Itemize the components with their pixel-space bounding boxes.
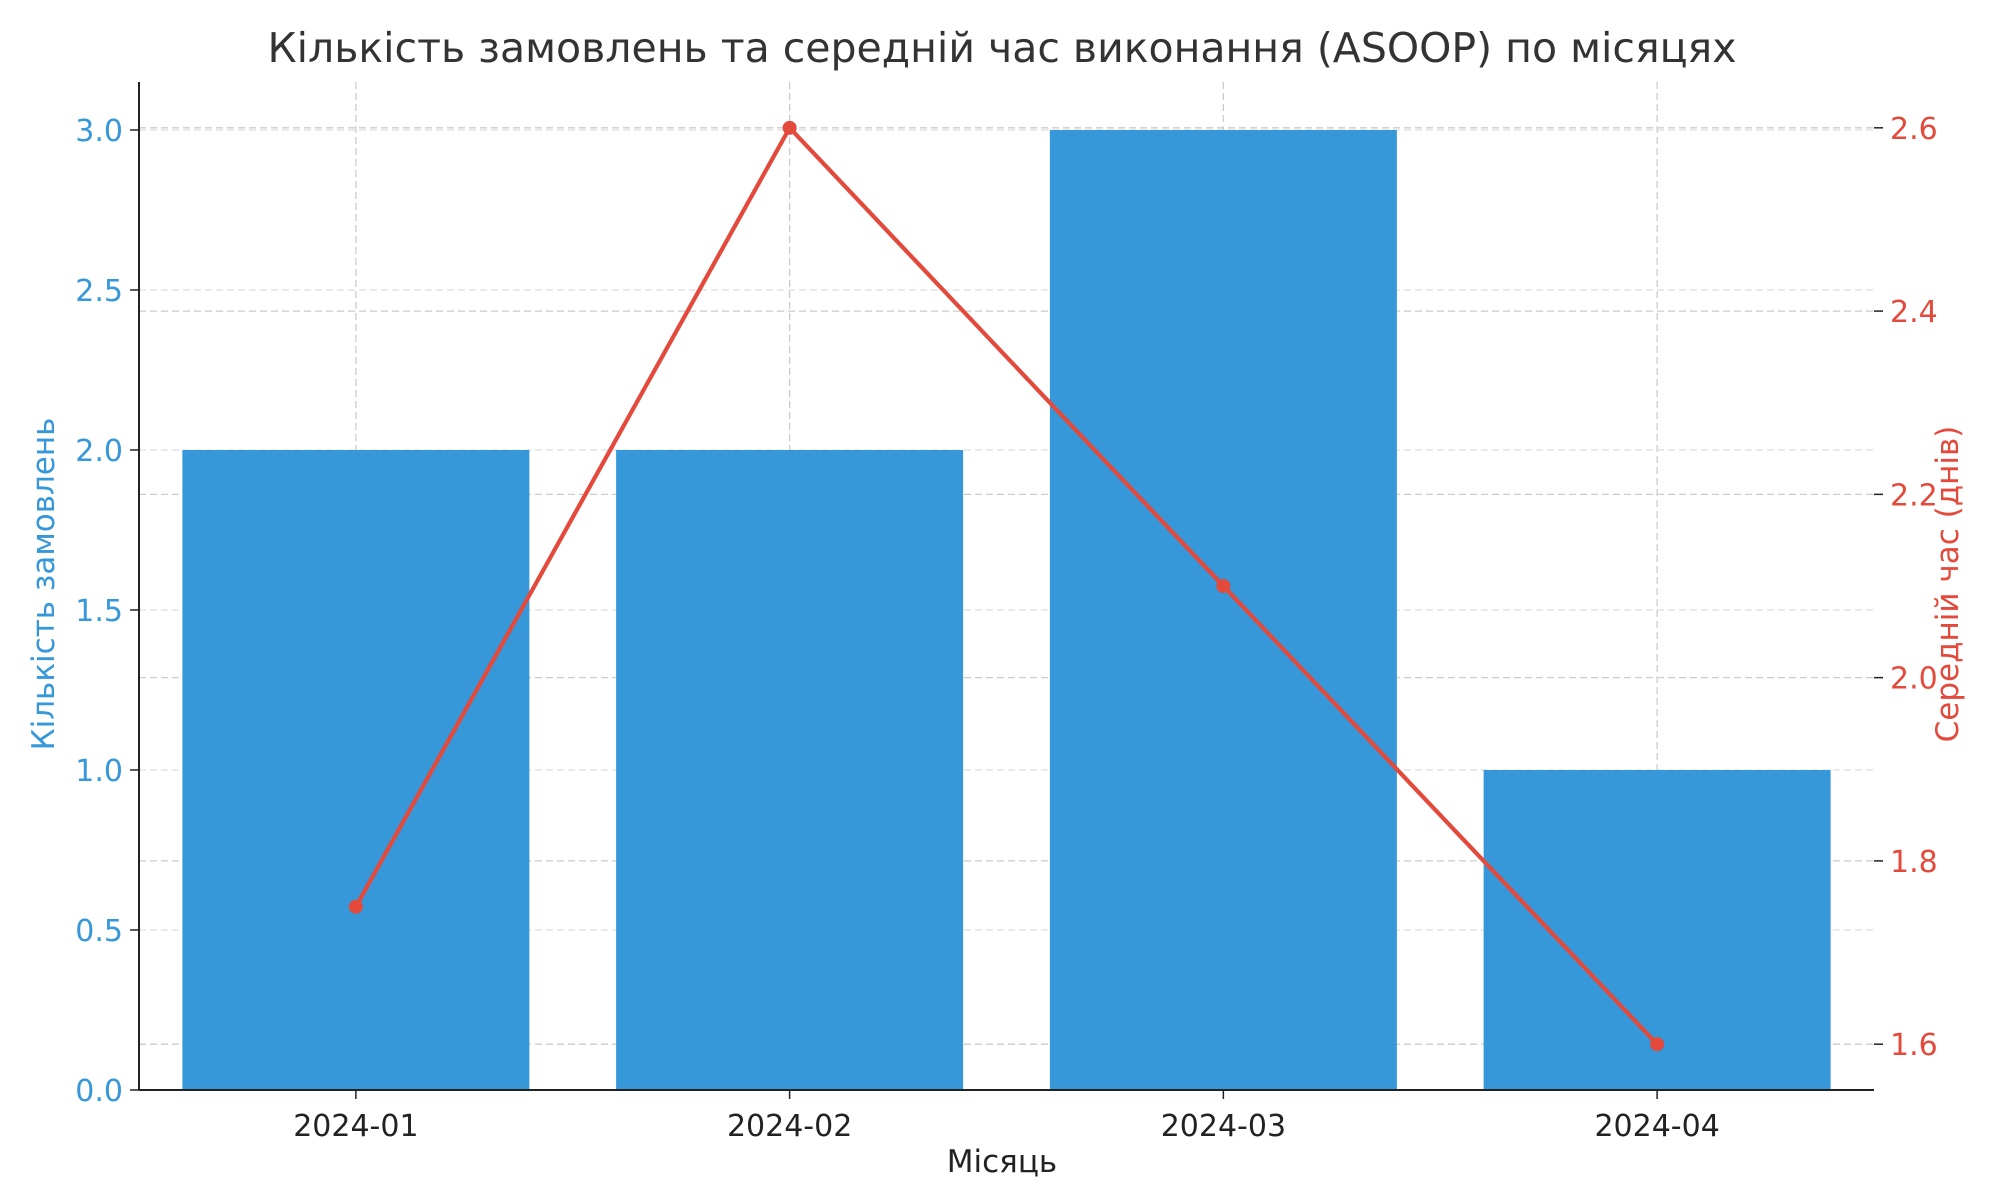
bar-series	[182, 130, 1831, 1090]
x-tick-label: 2024-04	[1594, 1109, 1719, 1144]
y-right-tick-label: 2.6	[1890, 112, 1938, 147]
y-right-tick-label: 1.8	[1890, 845, 1938, 880]
bar-2024-04	[1483, 770, 1831, 1090]
avg-time-point-2024-02	[782, 120, 797, 135]
y-right-axis-label: Середній час (днів)	[1930, 426, 1966, 743]
avg-time-point-2024-04	[1650, 1037, 1665, 1052]
bar-2024-03	[1049, 130, 1397, 1090]
avg-time-point-2024-03	[1216, 579, 1231, 593]
y-right-tick-label: 2.2	[1890, 478, 1938, 513]
avg-time-point-2024-01	[348, 899, 363, 914]
chart-title: Кількість замовлень та середній час вико…	[268, 24, 1737, 72]
x-tick-label: 2024-03	[1161, 1109, 1286, 1144]
bar-2024-01	[182, 450, 530, 1090]
y-right-tick-label: 1.6	[1890, 1028, 1938, 1063]
avg-time-line	[354, 125, 1659, 1046]
y-left-tick-label: 0.0	[75, 1074, 123, 1109]
y-left-tick-label: 2.0	[75, 434, 123, 469]
y-left-tick-label: 0.5	[75, 914, 123, 949]
y-left-tick-label: 3.0	[75, 114, 123, 149]
bar-2024-02	[616, 450, 964, 1090]
x-axis-label: Місяць	[947, 1144, 1057, 1180]
y-left-tick-label: 1.0	[75, 754, 123, 789]
axes: 0.0 0.5 1.0 1.5 2.0 2.5 3.0 1.6 1.8 2.0 2.2 2.4 2.6 2…	[75, 82, 1938, 1144]
y-right-tick-label: 2.0	[1890, 662, 1938, 697]
line-series	[348, 120, 1665, 1052]
x-tick-label: 2024-02	[727, 1109, 852, 1144]
x-tick-label: 2024-01	[293, 1109, 418, 1144]
y-left-tick-label: 2.5	[75, 274, 123, 309]
y-left-axis-label: Кількість замовлень	[26, 418, 62, 751]
y-right-tick-label: 2.4	[1890, 295, 1938, 330]
y-left-tick-label: 1.5	[75, 594, 123, 629]
